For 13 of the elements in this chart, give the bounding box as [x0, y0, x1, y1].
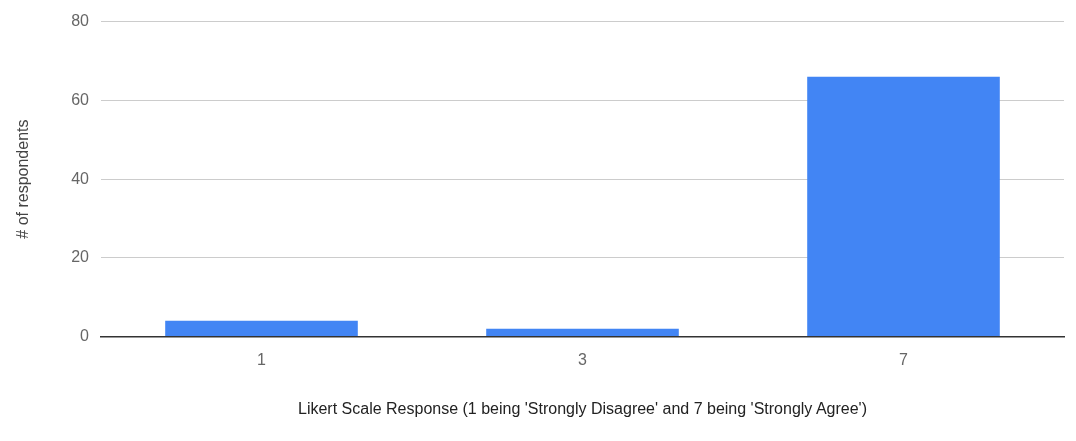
y-tick-label: 60 [71, 90, 90, 108]
x-tick-label: 7 [899, 350, 909, 368]
bar [165, 320, 358, 337]
x-axis-title: Likert Scale Response (1 being 'Strongly Disagree' and 7 being 'Strongly Agree') [298, 399, 867, 417]
y-tick-label: 40 [71, 169, 90, 187]
y-tick-label: 80 [71, 12, 90, 30]
y-axis-title: # of respondents [14, 119, 32, 239]
x-tick-label: 3 [578, 350, 588, 368]
y-tick-label: 20 [71, 248, 90, 266]
bar [807, 76, 1000, 337]
x-tick-label: 1 [257, 350, 267, 368]
bar [486, 328, 679, 337]
y-tick-label: 0 [80, 327, 90, 345]
